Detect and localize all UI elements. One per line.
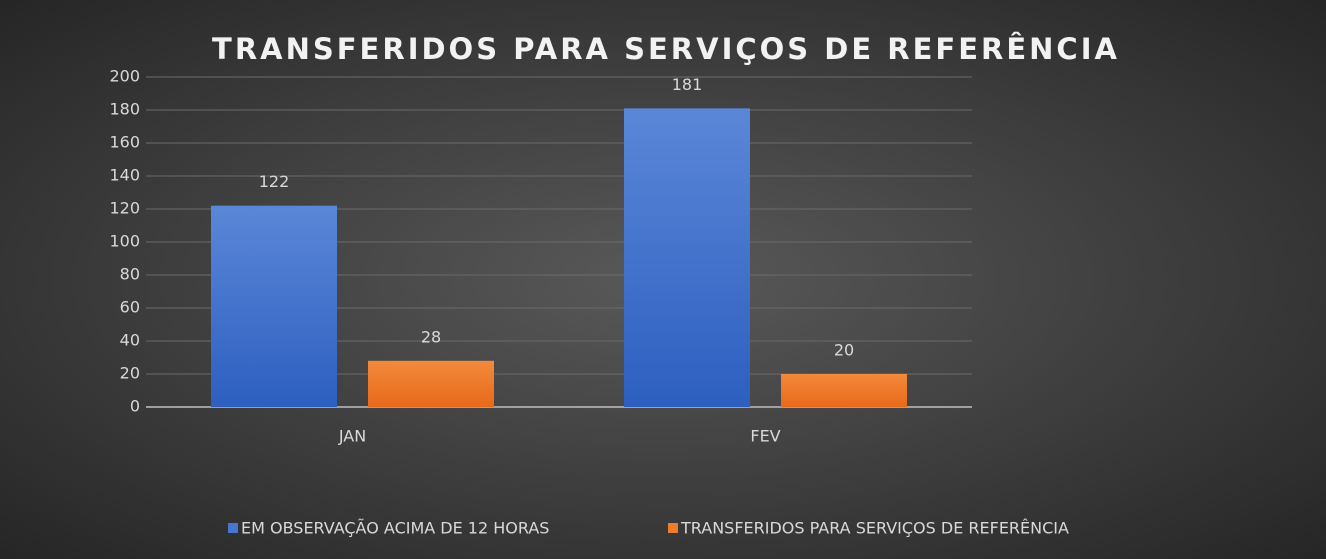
y-tick-label: 60: [120, 298, 140, 317]
y-tick-label: 0: [130, 397, 140, 416]
data-label: 122: [259, 172, 290, 191]
x-tick-label: JAN: [338, 427, 366, 446]
legend-label: TRANSFERIDOS PARA SERVIÇOS DE REFERÊNCIA: [680, 519, 1069, 538]
y-tick-label: 80: [120, 265, 140, 284]
bar: [211, 205, 337, 407]
chart-title: TRANSFERIDOS PARA SERVIÇOS DE REFERÊNCIA: [212, 32, 1120, 66]
x-tick-label: FEV: [750, 427, 780, 446]
y-tick-label: 120: [109, 199, 140, 218]
y-tick-label: 20: [120, 364, 140, 383]
bar: [368, 360, 494, 407]
y-tick-label: 160: [109, 133, 140, 152]
bar: [624, 108, 750, 407]
legend-swatch: [668, 523, 678, 533]
y-tick-label: 140: [109, 166, 140, 185]
legend-swatch: [228, 523, 238, 533]
bar: [781, 374, 907, 407]
data-label: 28: [421, 327, 441, 346]
y-tick-label: 180: [109, 100, 140, 119]
data-label: 20: [834, 341, 854, 360]
data-label: 181: [672, 75, 703, 94]
legend-label: EM OBSERVAÇÃO ACIMA DE 12 HORAS: [241, 519, 549, 538]
y-tick-label: 200: [109, 67, 140, 86]
y-tick-label: 40: [120, 331, 140, 350]
y-tick-label: 100: [109, 232, 140, 251]
